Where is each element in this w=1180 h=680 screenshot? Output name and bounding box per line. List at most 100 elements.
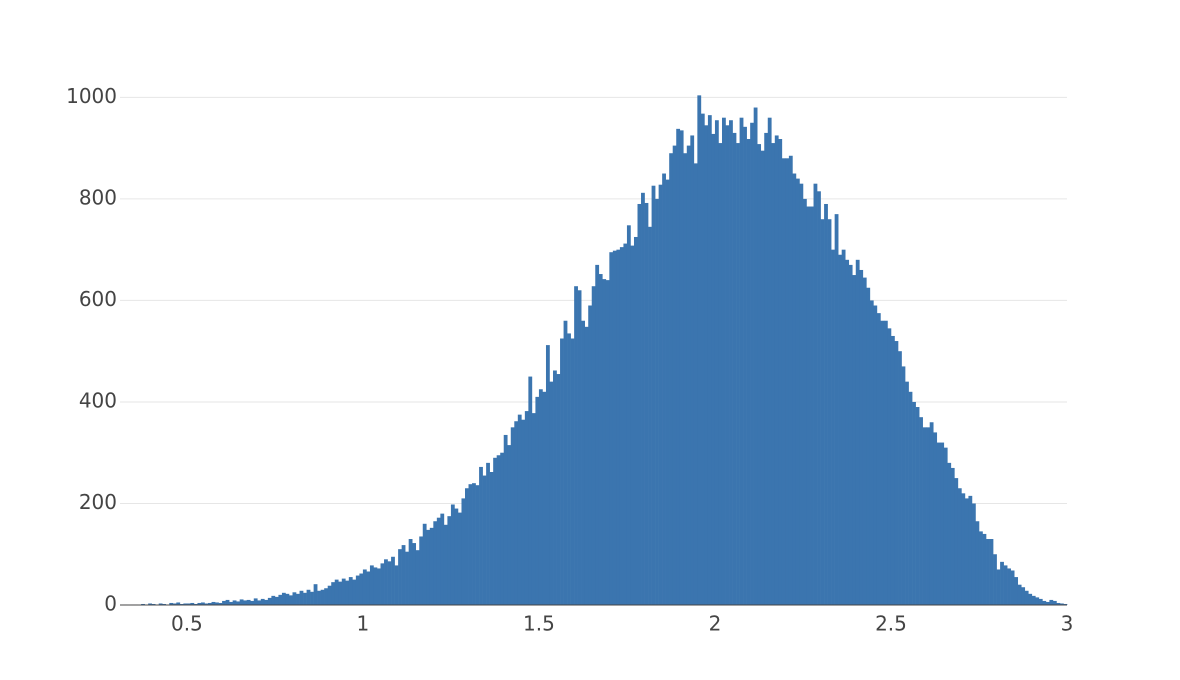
bar [412, 543, 417, 605]
bar [507, 445, 512, 605]
bar [655, 198, 659, 605]
bar [883, 320, 888, 605]
bar [757, 144, 762, 605]
bar [905, 381, 909, 605]
bar [827, 219, 832, 605]
bar [510, 427, 515, 605]
bar [950, 467, 955, 605]
bar [320, 589, 325, 605]
bar [795, 178, 800, 605]
bar [887, 328, 892, 605]
bar [391, 556, 395, 605]
bar [771, 143, 776, 606]
bar [567, 333, 571, 605]
bar [750, 122, 754, 605]
bar [595, 264, 600, 605]
bar [500, 452, 505, 605]
bar [1049, 599, 1054, 605]
bar [454, 508, 459, 605]
bar [528, 376, 533, 605]
bar [169, 602, 174, 605]
bar [141, 603, 145, 605]
bar [535, 396, 540, 605]
bar [243, 600, 248, 605]
bar [148, 603, 152, 605]
bar [714, 120, 719, 605]
bar [296, 593, 300, 605]
bar [225, 599, 230, 605]
bar [486, 462, 490, 605]
bar [986, 539, 990, 605]
bar [408, 539, 413, 605]
bar [774, 135, 779, 605]
bar [824, 203, 828, 605]
bar [531, 413, 536, 605]
bar [366, 571, 371, 605]
bar [1021, 587, 1026, 605]
bar [443, 524, 448, 605]
x-tick-label: 2 [709, 612, 722, 636]
bar [630, 245, 635, 605]
bar [267, 597, 272, 605]
bar [415, 550, 420, 605]
bar [285, 593, 290, 605]
bar [746, 139, 751, 605]
bar [457, 512, 462, 605]
bar [947, 462, 952, 605]
bar [598, 274, 603, 605]
bar [936, 442, 941, 605]
bar [429, 527, 434, 605]
bar [183, 603, 188, 605]
bar [422, 523, 427, 605]
bar [602, 279, 607, 605]
bar [968, 495, 973, 605]
bar [542, 391, 547, 605]
bar [767, 117, 772, 605]
bar [588, 305, 593, 605]
bar [475, 485, 480, 605]
bar [838, 254, 842, 605]
bar [341, 578, 346, 605]
bar [303, 592, 307, 605]
bar [1035, 597, 1040, 605]
bar [919, 417, 923, 605]
bar [257, 600, 262, 605]
bar [549, 381, 554, 605]
bar [841, 249, 846, 605]
bar [292, 592, 297, 605]
bar [707, 115, 712, 606]
bar [419, 536, 424, 605]
bar [845, 259, 850, 605]
bar [465, 488, 469, 605]
bar [922, 427, 927, 605]
bar [394, 565, 399, 605]
bar [208, 602, 212, 605]
bar [264, 599, 269, 605]
bar [929, 422, 934, 605]
bar [862, 277, 867, 605]
bar [334, 579, 339, 605]
bar [581, 320, 585, 605]
bar [331, 582, 336, 605]
bar [915, 407, 920, 605]
bar [686, 145, 691, 605]
bar [834, 214, 839, 605]
bar [672, 145, 677, 605]
bar [1010, 570, 1015, 605]
bar [426, 529, 431, 605]
bar [271, 595, 276, 605]
bar [204, 603, 209, 605]
bar [961, 493, 966, 605]
bar [679, 130, 684, 605]
bar [362, 569, 367, 605]
bar [799, 183, 804, 605]
bar [957, 488, 962, 605]
bar [514, 421, 519, 605]
bar [211, 601, 216, 605]
bar [310, 591, 314, 605]
bar [648, 226, 652, 606]
bar [1003, 565, 1008, 605]
bar [683, 153, 688, 605]
bar [468, 484, 473, 605]
bar [711, 133, 716, 606]
